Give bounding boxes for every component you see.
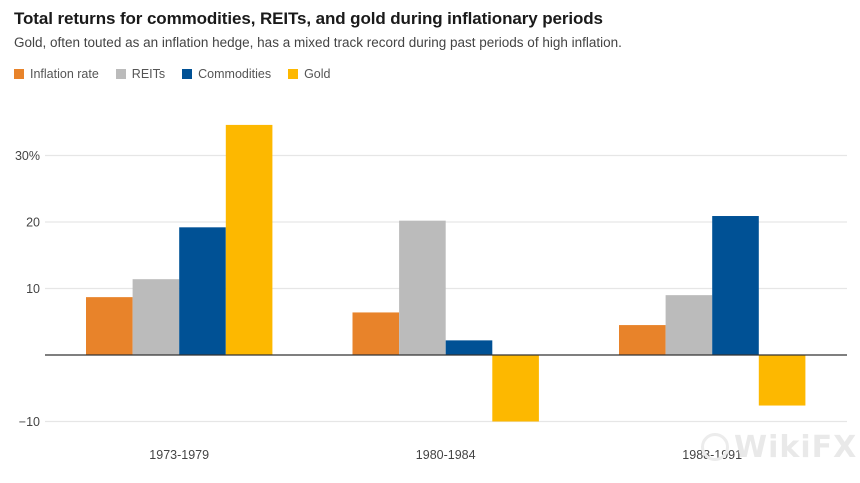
bar-reits-1988-1991 [665, 295, 713, 355]
legend-label: Inflation rate [30, 67, 99, 81]
wikifx-logo-icon [701, 433, 729, 461]
y-tick-label: 30% [15, 149, 40, 163]
legend-swatch-reits [115, 69, 126, 79]
legend-label: Commodities [198, 67, 272, 81]
legend: Inflation rate REITs Commodities Gold [14, 67, 347, 81]
legend-item-inflation-rate: Inflation rate [14, 67, 99, 81]
legend-item-gold: Gold [288, 67, 330, 81]
legend-label: REITs [131, 67, 166, 81]
bar-inflation-rate-1973-1979 [86, 297, 133, 355]
y-tick-label: −10 [19, 415, 40, 429]
bar-commodities-1980-1984 [445, 340, 493, 355]
bar-reits-1980-1984 [399, 220, 446, 355]
bar-inflation-rate-1980-1984 [352, 312, 400, 355]
y-tick-label: 20 [26, 216, 40, 230]
legend-item-commodities: Commodities [182, 67, 271, 81]
x-tick-label: 1980-1984 [416, 448, 476, 462]
legend-swatch-inflation-rate [14, 69, 24, 79]
bar-inflation-rate-1988-1991 [619, 325, 666, 355]
bar-reits-1973-1979 [132, 279, 180, 355]
watermark: WikiFX [734, 430, 858, 465]
x-axis: 1973-1979 1980-1984 1988-1991 [149, 448, 742, 462]
chart-subtitle: Gold, often touted as an inflation hedge… [14, 35, 622, 50]
bars [86, 124, 806, 422]
bar-gold-1988-1991 [758, 355, 806, 406]
bar-gold-1980-1984 [492, 355, 539, 422]
bar-commodities-1988-1991 [712, 216, 759, 355]
bar-gold-1973-1979 [225, 124, 273, 355]
legend-swatch-commodities [182, 69, 193, 79]
legend-label: Gold [304, 67, 331, 81]
y-tick-label: 10 [26, 282, 40, 296]
bar-commodities-1973-1979 [179, 227, 226, 355]
legend-swatch-gold [288, 69, 299, 79]
x-tick-label: 1973-1979 [149, 448, 209, 462]
y-axis: 30% 20 10 −10 [15, 149, 847, 429]
legend-item-reits: REITs [115, 67, 166, 81]
chart-title: Total returns for commodities, REITs, an… [14, 9, 603, 28]
